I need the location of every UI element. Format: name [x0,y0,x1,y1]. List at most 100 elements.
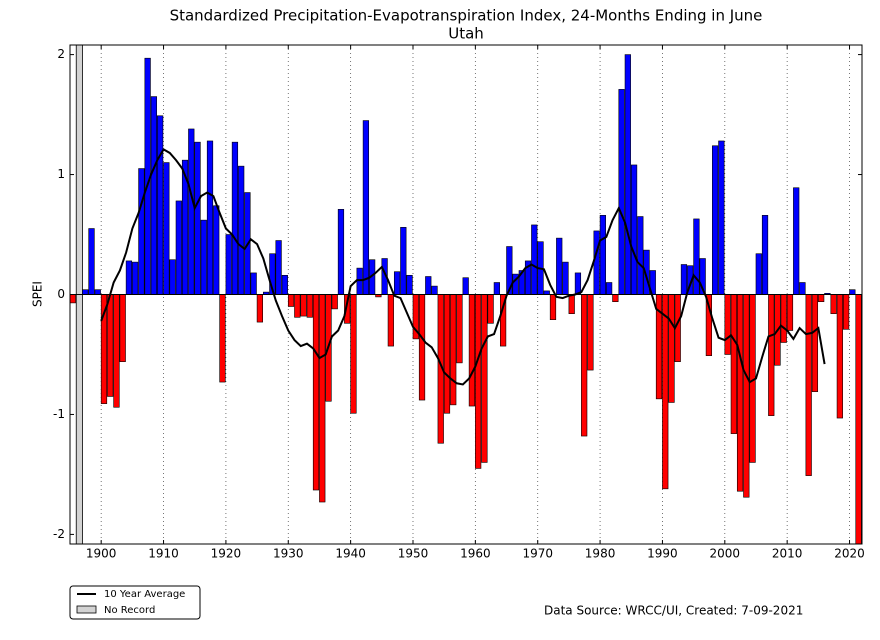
x-tick-label: 2000 [710,547,741,561]
bar [624,54,631,295]
bar [157,115,164,295]
x-tick-label: 1940 [335,547,366,561]
bar [574,272,582,295]
bar [531,224,538,295]
legend-label: 10 Year Average [104,589,185,600]
y-tick-label: -2 [53,527,65,541]
bar [487,294,494,324]
x-tick-label: 1970 [522,547,553,561]
chart-subtitle: Utah [448,25,484,43]
x-tick-label: 1950 [398,547,429,561]
bar [730,294,737,434]
bar [350,294,357,414]
x-tick-label: 2020 [834,547,865,561]
bar [312,294,320,491]
x-tick-label: 1980 [585,547,616,561]
bar [468,294,476,407]
bar [337,209,345,295]
bar [811,294,819,392]
bar [630,164,638,295]
bar [150,96,157,295]
bar [712,145,719,295]
bar [138,168,145,295]
bar [543,290,550,295]
bar [275,240,282,295]
bar [194,141,201,295]
bar [356,267,363,295]
bar [125,260,133,295]
y-tick-label: -1 [53,407,65,421]
bar [225,234,232,295]
bar [761,215,769,295]
bar [206,140,214,295]
bar [175,200,182,295]
bar [306,294,313,318]
legend-swatch [76,605,97,614]
bar [107,294,114,397]
bar [418,294,426,401]
bar [256,294,263,323]
bar [849,289,856,295]
bar [475,294,482,469]
bar [493,282,500,295]
y-tick-label: 1 [57,167,65,181]
bar [693,218,700,295]
bar [842,294,850,330]
y-tick-label: 0 [57,287,65,301]
x-tick-label: 1900 [86,547,117,561]
bar [387,294,394,347]
bar [786,294,794,331]
x-tick-label: 2010 [772,547,803,561]
bar [568,294,575,314]
bar [425,276,432,295]
bar [94,289,101,295]
x-tick-label: 1930 [273,547,304,561]
bar [294,294,301,318]
bar [456,294,463,364]
x-tick-label: 1920 [211,547,242,561]
bar [188,128,195,295]
bar [637,216,644,295]
bar [331,294,338,310]
bar [400,227,407,295]
bar [736,294,744,492]
bar [113,294,120,408]
bar [718,140,725,295]
bar [393,271,401,295]
plot-frame [69,44,863,545]
bar [200,219,207,295]
bar [662,294,669,490]
y-axis-label: SPEI [31,281,45,307]
bar [300,294,307,317]
bar [69,294,76,304]
bar [213,205,220,295]
bar [793,187,800,295]
bar [481,294,488,463]
legend-label: No Record [104,605,155,616]
bar [88,228,95,295]
x-tick-label: 1990 [647,547,678,561]
bar [406,275,413,295]
bar [599,215,606,295]
bar [132,261,139,295]
bar [618,89,625,295]
bar [768,294,775,416]
bar [443,294,451,414]
bar [169,259,176,295]
x-tick-label: 1910 [148,547,179,561]
chart-title: Standardized Precipitation-Evapotranspir… [170,7,763,25]
bar [450,294,457,406]
bar [743,294,750,498]
bar [281,275,288,295]
bar [562,261,569,295]
bar [319,294,326,503]
bar [587,294,594,371]
bar [818,294,825,302]
bar [780,294,787,343]
bar [805,294,812,476]
legend-box [69,585,201,620]
bar [219,294,226,383]
bar [431,285,438,295]
bar [668,294,675,403]
source-note: Data Source: WRCC/UI, Created: 7-09-2021 [544,604,803,618]
